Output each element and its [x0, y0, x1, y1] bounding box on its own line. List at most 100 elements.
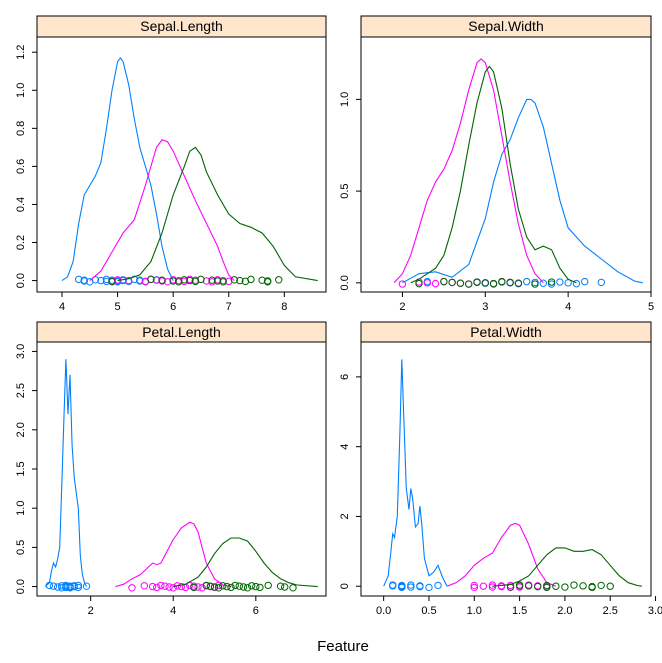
data-point: [534, 582, 542, 591]
y-tick-label: 0.2: [15, 235, 27, 250]
data-point: [180, 276, 188, 284]
data-point: [108, 277, 116, 286]
panel-3: Petal.Length 2 4 6 0.0 0.5 1.0 1.5 2.0 2.5 3.0: [15, 321, 327, 617]
data-point: [58, 584, 66, 592]
density-line: [492, 547, 642, 587]
data-point: [62, 581, 70, 590]
data-point: [214, 584, 223, 592]
density-line: [117, 146, 318, 282]
data-point: [62, 583, 70, 592]
data-point: [263, 278, 272, 286]
data-point: [434, 581, 442, 590]
data-point: [186, 276, 194, 285]
data-point: [231, 581, 239, 590]
data-point: [552, 582, 560, 590]
data-point: [497, 582, 506, 591]
y-tick-label: 0.5: [339, 183, 351, 198]
data-point: [169, 277, 177, 285]
data-point: [66, 584, 74, 592]
data-point: [479, 582, 488, 590]
panel-title: Sepal.Length: [140, 18, 223, 34]
data-point: [275, 276, 283, 284]
y-tick-label: 0.0: [339, 275, 351, 290]
x-tick-label: 8: [281, 301, 287, 313]
y-tick-label: 0.5: [15, 540, 27, 555]
data-point: [198, 584, 206, 592]
density-line: [44, 359, 87, 587]
data-point: [514, 279, 523, 287]
data-point: [169, 584, 177, 592]
density-line: [61, 56, 174, 282]
data-point: [581, 277, 589, 286]
data-point: [74, 583, 82, 592]
x-tick-label: 2.0: [557, 605, 572, 617]
data-point: [547, 278, 556, 286]
density-line: [446, 522, 556, 587]
data-point: [82, 582, 91, 590]
data-point: [157, 581, 165, 590]
x-tick-label: 6: [170, 301, 176, 313]
data-point: [219, 582, 227, 590]
x-tick-label: 7: [226, 301, 232, 313]
y-tick-label: 0.8: [15, 121, 27, 136]
data-point: [289, 584, 297, 592]
data-point: [161, 582, 169, 590]
data-point: [481, 279, 489, 287]
data-point: [202, 581, 210, 590]
x-tick-label: 0.0: [376, 605, 391, 617]
data-point: [561, 583, 569, 591]
data-point: [58, 582, 66, 590]
data-point: [256, 583, 264, 592]
data-point: [153, 583, 161, 592]
data-point: [556, 278, 564, 286]
data-point: [194, 583, 202, 591]
x-tick-label: 2.5: [603, 605, 618, 617]
data-point: [539, 279, 547, 287]
y-tick-label: 1.2: [15, 45, 27, 60]
y-tick-label: 0.0: [15, 579, 27, 594]
data-point: [547, 280, 556, 288]
x-tick-label: 1.0: [467, 605, 482, 617]
data-point: [465, 280, 473, 288]
data-point: [597, 278, 605, 287]
data-point: [148, 582, 157, 591]
x-tick-label: 0.5: [421, 605, 436, 617]
y-tick-label: 4: [339, 444, 351, 450]
data-point: [97, 276, 105, 285]
data-point: [227, 583, 235, 592]
data-point: [158, 276, 166, 284]
panel-2: Sepal.Width 2 3 4 5 0.0 0.5 1.0: [339, 15, 654, 313]
density-line: [402, 98, 643, 284]
data-point: [470, 581, 478, 590]
panel-title: Petal.Length: [142, 324, 221, 340]
data-point: [470, 583, 478, 592]
data-point: [230, 276, 238, 284]
data-point: [70, 582, 78, 591]
data-point: [407, 581, 415, 589]
data-point: [80, 277, 88, 285]
data-point: [416, 582, 424, 591]
data-point: [53, 583, 62, 591]
x-tick-label: 6: [253, 605, 259, 617]
panel-1: Sepal.Length 4 5 6 7 8 0.0 0.2 0.4 0.6 0.8 1.0 1.2: [15, 15, 327, 313]
data-point: [214, 581, 223, 590]
data-point: [74, 581, 82, 590]
y-tick-label: 2: [339, 513, 351, 519]
panel-frame: [360, 341, 652, 597]
data-point: [235, 582, 244, 590]
y-tick-label: 0.6: [15, 159, 27, 174]
data-point: [125, 276, 133, 285]
data-point: [597, 581, 605, 590]
data-point: [524, 582, 533, 590]
data-point: [448, 278, 456, 287]
data-point: [415, 279, 423, 288]
data-point: [136, 277, 144, 285]
data-point: [252, 582, 260, 591]
y-tick-label: 1.0: [15, 83, 27, 98]
data-point: [523, 277, 531, 286]
data-point: [128, 584, 136, 592]
data-point: [140, 582, 149, 590]
data-point: [208, 276, 216, 284]
data-point: [197, 275, 205, 284]
